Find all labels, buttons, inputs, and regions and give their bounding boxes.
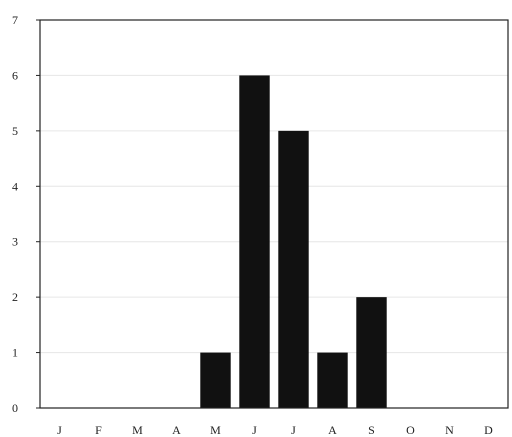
y-tick-label: 7 — [12, 13, 18, 27]
x-tick-label: D — [484, 423, 493, 437]
y-axis-ticks: 0 1 2 3 4 5 6 7 — [12, 13, 40, 415]
bar — [356, 297, 387, 408]
bar — [278, 130, 309, 408]
y-tick-label: 0 — [12, 401, 18, 415]
gridlines — [40, 74, 508, 354]
bar — [317, 352, 348, 408]
x-tick-label: J — [57, 423, 62, 437]
x-tick-label: O — [406, 423, 415, 437]
x-tick-label: F — [95, 423, 102, 437]
x-tick-label: J — [252, 423, 257, 437]
y-tick-label: 6 — [12, 68, 18, 82]
x-tick-label: J — [291, 423, 296, 437]
bar — [239, 75, 270, 408]
x-tick-label: M — [132, 423, 143, 437]
x-tick-label: N — [445, 423, 454, 437]
y-tick-label: 5 — [12, 124, 18, 138]
y-tick-label: 3 — [12, 235, 18, 249]
x-tick-label: S — [368, 423, 375, 437]
bar — [200, 352, 231, 408]
y-tick-label: 2 — [12, 290, 18, 304]
x-tick-label: A — [172, 423, 181, 437]
y-tick-label: 1 — [12, 346, 18, 360]
y-tick-label: 4 — [12, 179, 18, 193]
plot-frame — [39, 19, 509, 409]
x-tick-label: M — [210, 423, 221, 437]
x-tick-label: A — [328, 423, 337, 437]
bars — [200, 75, 387, 408]
